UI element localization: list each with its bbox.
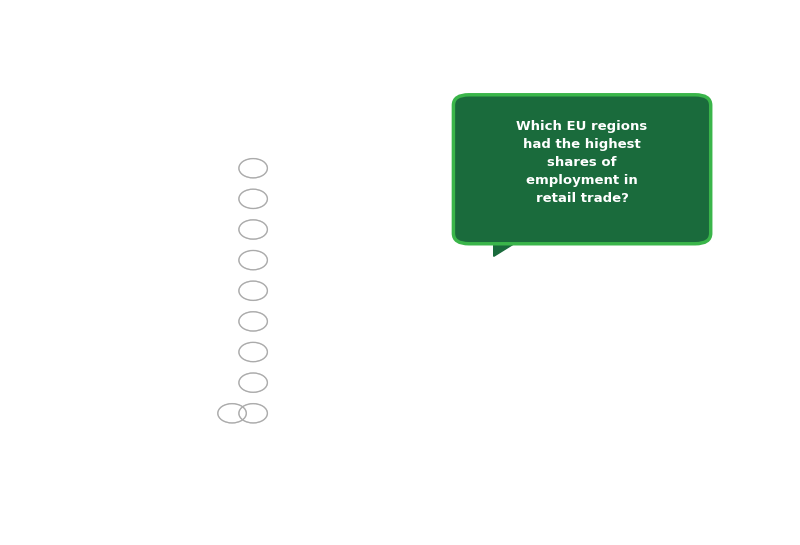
Text: 5: 5 (412, 286, 418, 295)
Text: 9: 9 (406, 409, 412, 418)
Circle shape (398, 374, 422, 391)
FancyBboxPatch shape (466, 193, 509, 256)
FancyBboxPatch shape (275, 247, 416, 273)
Circle shape (472, 162, 503, 183)
Bar (239, 314, 267, 316)
FancyBboxPatch shape (275, 155, 499, 181)
Bar (239, 383, 267, 392)
Text: 7: 7 (409, 348, 415, 356)
Bar (239, 416, 267, 419)
Bar (258, 159, 267, 178)
Bar (218, 404, 246, 410)
Bar (239, 329, 267, 331)
Text: 12.7: 12.7 (283, 120, 312, 133)
Circle shape (360, 117, 387, 136)
Bar (239, 323, 267, 325)
FancyBboxPatch shape (450, 325, 710, 414)
Text: 6: 6 (410, 317, 416, 326)
Text: 35.1: 35.1 (283, 163, 307, 173)
FancyBboxPatch shape (275, 216, 421, 243)
Text: Note: NACE Division 47. Basse-Normandie (FRD1): 2019.: Note: NACE Division 47. Basse-Normandie … (106, 446, 295, 453)
Bar (239, 296, 267, 298)
Bar (239, 325, 267, 327)
Circle shape (239, 312, 267, 331)
Bar (239, 290, 267, 292)
Bar (258, 251, 267, 270)
Bar (239, 294, 267, 296)
Bar (239, 251, 248, 270)
Bar (239, 327, 267, 329)
Text: Sicilia: Sicilia (215, 349, 236, 355)
Bar (239, 283, 267, 286)
Bar (239, 408, 267, 410)
Circle shape (413, 252, 436, 268)
Text: 4: 4 (421, 256, 427, 265)
Text: 20.1: 20.1 (283, 317, 307, 326)
Circle shape (239, 220, 267, 239)
Text: Anatoliki Makedonía, Thraki: Anatoliki Makedonía, Thraki (138, 288, 236, 294)
Bar (239, 421, 267, 423)
Circle shape (467, 169, 508, 197)
Text: 2: 2 (447, 195, 453, 203)
Text: Sterea Ellada: Sterea Ellada (270, 410, 317, 416)
FancyBboxPatch shape (275, 370, 402, 396)
FancyBboxPatch shape (275, 308, 405, 335)
Bar (239, 404, 246, 414)
Circle shape (239, 342, 267, 362)
FancyBboxPatch shape (275, 186, 442, 212)
Bar (239, 281, 267, 283)
Text: Which EU regions
had the highest
shares of
employment in
retail trade?: Which EU regions had the highest shares … (517, 120, 648, 205)
FancyBboxPatch shape (275, 278, 406, 304)
Bar (248, 342, 258, 362)
Bar (239, 373, 267, 383)
FancyBboxPatch shape (454, 95, 710, 244)
Text: 20.4: 20.4 (283, 286, 307, 296)
Bar (248, 251, 258, 270)
Circle shape (239, 404, 267, 423)
Bar (239, 312, 246, 323)
Text: 19.4: 19.4 (283, 408, 307, 419)
Text: 1: 1 (504, 164, 510, 173)
Circle shape (400, 344, 423, 360)
Circle shape (239, 251, 267, 270)
Text: Nord-Pas de Calais: Nord-Pas de Calais (170, 165, 236, 171)
Polygon shape (494, 233, 531, 256)
Text: 8: 8 (407, 378, 414, 387)
Text: 19.9: 19.9 (283, 347, 307, 357)
Circle shape (239, 281, 267, 300)
Text: Calabria: Calabria (206, 257, 236, 263)
Text: (%, share of regional non-financial business economy employment, 2020, by NUTS 2: (%, share of regional non-financial busi… (106, 433, 418, 440)
Text: Saarland: Saarland (186, 410, 218, 416)
Circle shape (403, 283, 426, 299)
Bar (239, 189, 267, 194)
Bar (239, 412, 267, 414)
Circle shape (239, 373, 267, 392)
Bar (239, 320, 267, 323)
Bar (239, 281, 246, 292)
Circle shape (495, 160, 519, 176)
Bar (239, 414, 267, 416)
Bar (239, 204, 267, 209)
Bar (239, 220, 267, 225)
Circle shape (218, 404, 246, 423)
Bar (239, 286, 267, 288)
Bar (218, 410, 246, 416)
Bar (239, 406, 267, 408)
Circle shape (438, 191, 462, 207)
Bar (239, 225, 267, 234)
FancyBboxPatch shape (275, 339, 404, 365)
FancyBboxPatch shape (275, 400, 401, 426)
Circle shape (239, 159, 267, 178)
Bar (239, 292, 267, 294)
Bar (239, 194, 267, 204)
